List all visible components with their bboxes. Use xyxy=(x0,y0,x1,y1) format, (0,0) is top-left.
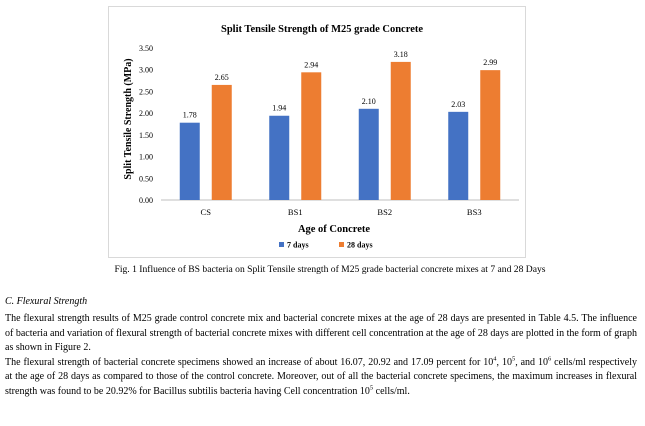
x-category-label: BS2 xyxy=(377,207,392,217)
y-axis-label: Split Tensile Strength (MPa) xyxy=(123,58,134,179)
bar-7-days-bs1 xyxy=(269,115,290,200)
split-tensile-bar-chart: Split Tensile Strength of M25 grade Conc… xyxy=(123,24,519,250)
bar-data-label: 2.94 xyxy=(304,60,318,69)
y-axis-ticks: 0.00 0.50 1.00 1.50 2.00 2.50 3.00 3.50 xyxy=(139,44,153,205)
bar-data-label: 2.03 xyxy=(451,100,465,109)
figure-caption: Fig. 1 Influence of BS bacteria on Split… xyxy=(114,264,546,275)
y-tick-label: 1.50 xyxy=(139,131,153,140)
chart-legend: 7 days 28 days xyxy=(279,241,373,250)
legend-label: 7 days xyxy=(287,241,309,250)
paragraph-2: The flexural strength of bacterial concr… xyxy=(5,355,638,397)
bar-series: 1.78 2.65 1.94 2.94 2.10 3.18 2.03 2.99 xyxy=(179,50,501,201)
y-tick-label: 1.00 xyxy=(139,153,153,162)
y-tick-label: 2.50 xyxy=(139,87,153,96)
legend-label: 28 days xyxy=(347,241,373,250)
legend-swatch-28-days xyxy=(339,242,344,247)
y-tick-label: 3.50 xyxy=(139,44,153,53)
bar-data-label: 2.10 xyxy=(362,97,376,106)
bar-28-days-bs2 xyxy=(390,61,411,201)
chart-container: Split Tensile Strength of M25 grade Conc… xyxy=(108,6,526,258)
chart-title: Split Tensile Strength of M25 grade Conc… xyxy=(221,24,423,35)
bar-28-days-cs xyxy=(211,84,232,200)
legend-swatch-7-days xyxy=(279,242,284,247)
x-axis-label: Age of Concrete xyxy=(298,224,370,235)
y-tick-label: 2.00 xyxy=(139,109,153,118)
bar-data-label: 3.18 xyxy=(394,50,408,59)
x-category-label: CS xyxy=(201,207,212,217)
section-heading: C. Flexural Strength xyxy=(5,296,88,307)
body-text: The flexural strength results of M25 gra… xyxy=(5,312,637,399)
bar-data-label: 1.78 xyxy=(183,111,197,120)
bar-data-label: 2.99 xyxy=(483,58,497,67)
bar-7-days-cs xyxy=(179,122,200,200)
y-tick-label: 0.00 xyxy=(139,196,153,205)
bar-7-days-bs3 xyxy=(448,111,469,200)
bar-data-label: 2.65 xyxy=(215,73,229,82)
x-category-label: BS3 xyxy=(467,207,482,217)
bar-data-label: 1.94 xyxy=(272,104,286,113)
x-category-label: BS1 xyxy=(288,207,303,217)
paragraph-1: The flexural strength results of M25 gra… xyxy=(5,313,637,353)
bar-28-days-bs3 xyxy=(480,70,501,200)
x-axis-categories: CS BS1 BS2 BS3 xyxy=(201,207,482,217)
bar-7-days-bs2 xyxy=(358,108,379,200)
y-tick-label: 3.00 xyxy=(139,66,153,75)
bar-28-days-bs1 xyxy=(301,72,322,200)
y-tick-label: 0.50 xyxy=(139,174,153,183)
